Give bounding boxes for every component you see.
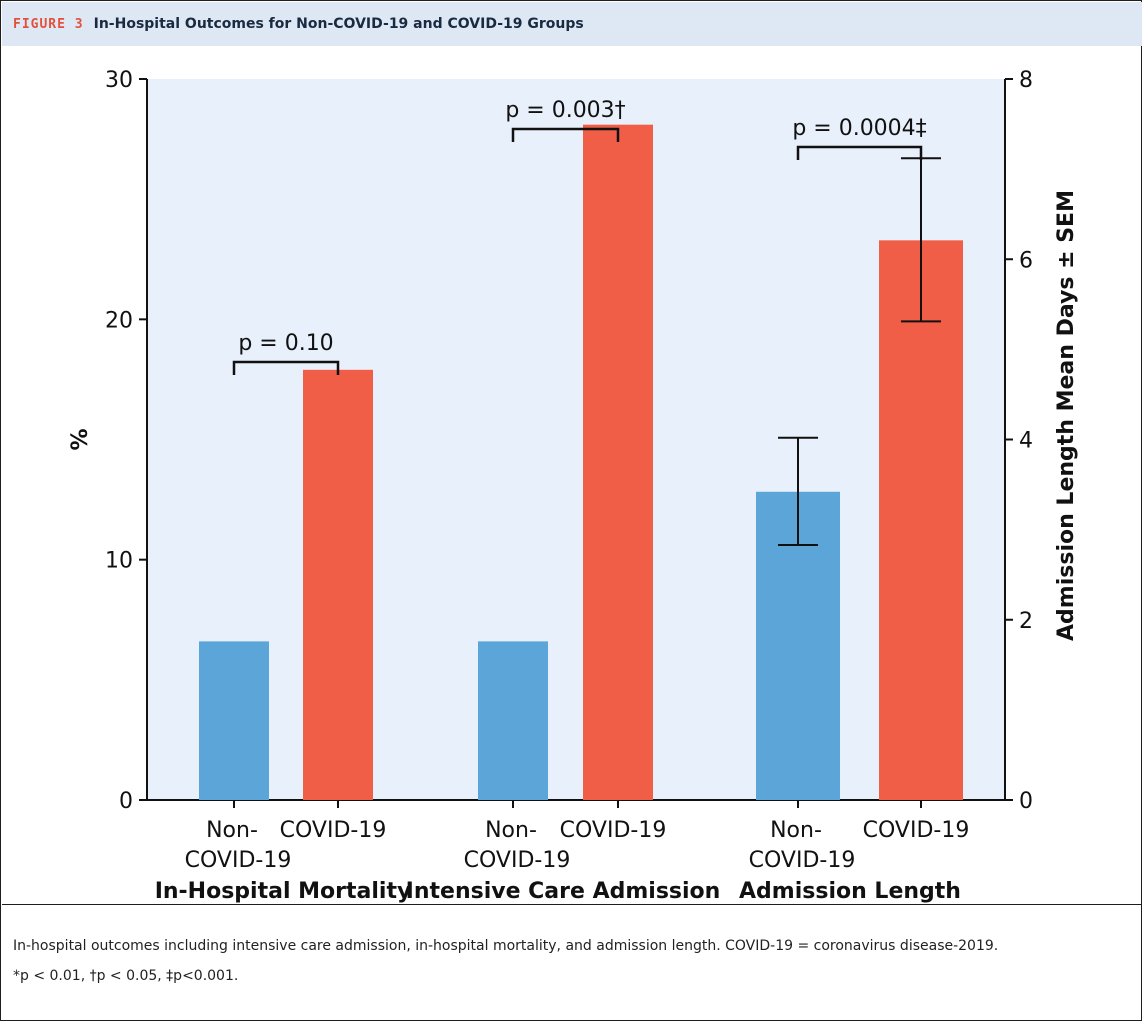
- category-label: COVID-19: [280, 818, 387, 843]
- y-tick-label-left: 10: [105, 549, 133, 574]
- figure-caption: In-hospital outcomes including intensive…: [13, 931, 1123, 991]
- category-label: COVID-19: [863, 818, 970, 843]
- y-tick-label-left: 30: [105, 68, 133, 93]
- significance-bracket: [511, 127, 620, 142]
- group-label: In-Hospital Mortality: [155, 879, 412, 904]
- group-label: Admission Length: [739, 879, 961, 904]
- significance-bracket: [232, 360, 340, 375]
- y-tick-label-right: 4: [1019, 429, 1033, 454]
- category-label: Non-: [485, 818, 537, 843]
- bar: [303, 369, 373, 800]
- y-axis-title-left: %: [68, 428, 93, 450]
- bar: [478, 641, 548, 800]
- y-tick-label-left: 20: [105, 308, 133, 333]
- figure-label: FIGURE 3: [13, 16, 84, 32]
- bar: [583, 124, 653, 800]
- bar-chart: 0 10 20 30 0 2 4 6 8% Admission Length Mean Days …: [68, 68, 1079, 904]
- category-label: COVID-19: [464, 848, 571, 873]
- figure-title: In-Hospital Outcomes for Non-COVID-19 an…: [93, 16, 584, 32]
- y-tick-label-right: 2: [1019, 609, 1033, 634]
- y-axis-title-right: Admission Length Mean Days ± SEM: [1054, 190, 1079, 641]
- bar: [199, 641, 269, 800]
- y-tick-label-right: 6: [1019, 248, 1033, 273]
- plot-area: [147, 79, 1005, 800]
- caption-footnote: *p < 0.01, †p < 0.05, ‡p<0.001.: [13, 968, 239, 984]
- category-label: COVID-19: [749, 848, 856, 873]
- group-label: Intensive Care Admission: [406, 879, 721, 904]
- category-label: COVID-19: [185, 848, 292, 873]
- category-label: Non-: [770, 818, 822, 843]
- figure-header: FIGURE 3 In-Hospital Outcomes for Non-CO…: [2, 2, 1142, 46]
- p-value-label: p = 0.10: [238, 331, 333, 356]
- category-label: Non-: [206, 818, 258, 843]
- p-value-label: p = 0.0004‡: [792, 116, 926, 141]
- significance-bracket: [796, 145, 923, 160]
- caption-text: In-hospital outcomes including intensive…: [13, 938, 999, 954]
- p-value-label: p = 0.003†: [505, 98, 625, 123]
- bar: [879, 240, 963, 801]
- y-tick-label-right: 8: [1019, 68, 1033, 93]
- y-tick-label-left: 0: [119, 789, 133, 814]
- y-tick-label-right: 0: [1019, 789, 1033, 814]
- caption-divider: [2, 904, 1142, 905]
- category-label: COVID-19: [560, 818, 667, 843]
